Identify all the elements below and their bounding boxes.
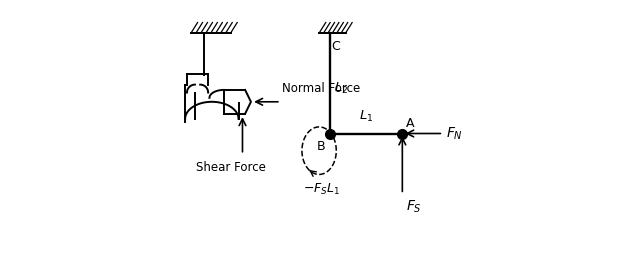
Text: $-F_S L_1$: $-F_S L_1$ <box>303 182 341 198</box>
Text: Normal Force: Normal Force <box>282 82 361 95</box>
Text: $L_1$: $L_1$ <box>359 109 374 124</box>
Text: $F_N$: $F_N$ <box>446 125 463 142</box>
Text: $F_S$: $F_S$ <box>406 198 422 215</box>
Text: B: B <box>316 140 325 153</box>
Text: A: A <box>406 116 414 129</box>
Text: $L_2$: $L_2$ <box>334 81 349 96</box>
Text: C: C <box>331 40 340 53</box>
Text: Shear Force: Shear Force <box>196 161 266 174</box>
